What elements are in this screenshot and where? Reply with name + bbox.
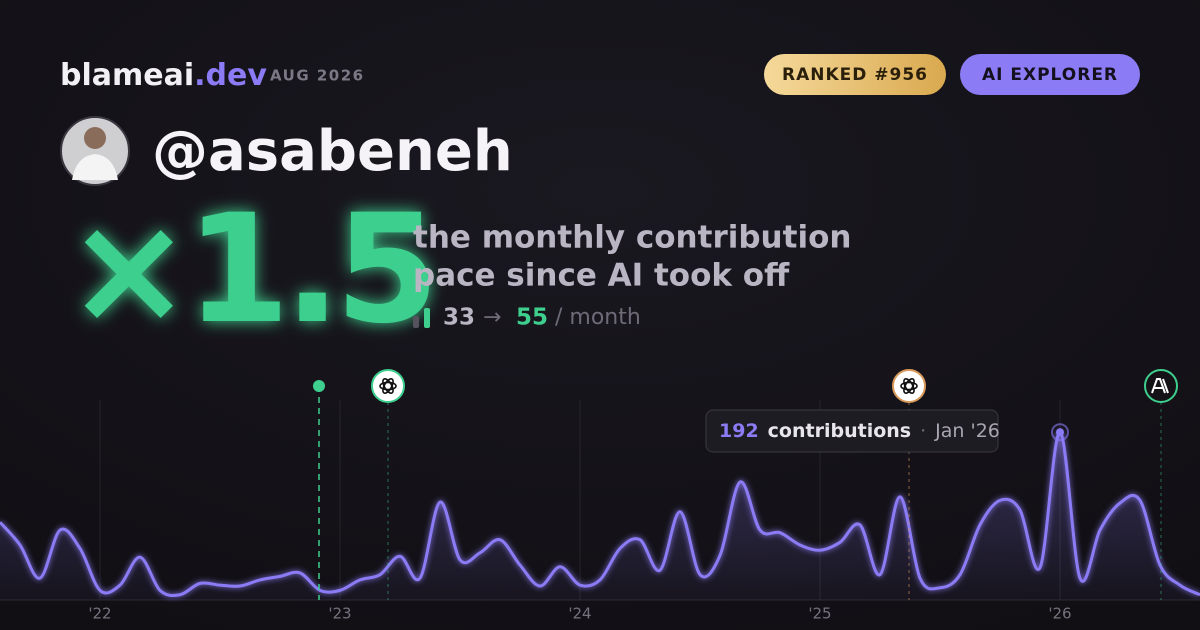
tooltip-label: contributions [768,420,911,442]
area [0,432,1200,600]
x-tick-label: '23 [328,605,351,623]
tooltip-sep: · [920,420,926,442]
description-line: the monthly contribution [413,220,851,256]
event-dot [313,380,325,392]
pace-arrow: → [483,305,501,330]
explorer-badge-text: AI EXPLORER [982,65,1118,85]
tooltip-box [705,409,999,453]
description-line: pace since AI took off [413,258,790,294]
openai-icon [892,369,926,403]
rank-badge [764,54,946,95]
pace-bars [413,308,430,328]
brand-name: blameai [60,58,194,93]
highlight-ring [1051,423,1069,442]
x-tick-label: '25 [808,605,831,623]
brand-tld: .dev [194,58,267,93]
date: AUG 2026 [270,67,365,85]
rank-badge-text: RANKED #956 [782,65,928,85]
pace-unit: / month [555,305,641,330]
x-tick-label: '22 [88,605,111,623]
tooltip: 192 contributions · Jan '26 [705,409,1000,453]
pace-bar [424,308,430,328]
highlight-dot [1056,428,1064,437]
tooltip-value: 192 [719,420,759,442]
pace-bar [413,316,419,328]
explorer-badge [960,54,1140,95]
openai-icon [371,369,405,403]
chart: '22 '23 '24 '25 '26 [0,400,1200,623]
tooltip-text: 192 contributions · Jan '26 [719,420,1000,442]
handle: @asabeneh [152,119,513,184]
multiplier: ×1.5 [66,183,433,357]
tooltip-date: Jan '26 [934,420,1000,442]
x-tick-label: '26 [1048,605,1071,623]
anthropic-icon [1144,369,1178,403]
pace-after: 55 [516,305,548,331]
pace-before: 33 [443,305,475,331]
avatar [60,116,130,186]
line [0,430,1200,598]
x-tick-label: '24 [568,605,591,623]
brand: blameai.dev [60,58,267,93]
event-markers [313,369,1178,600]
